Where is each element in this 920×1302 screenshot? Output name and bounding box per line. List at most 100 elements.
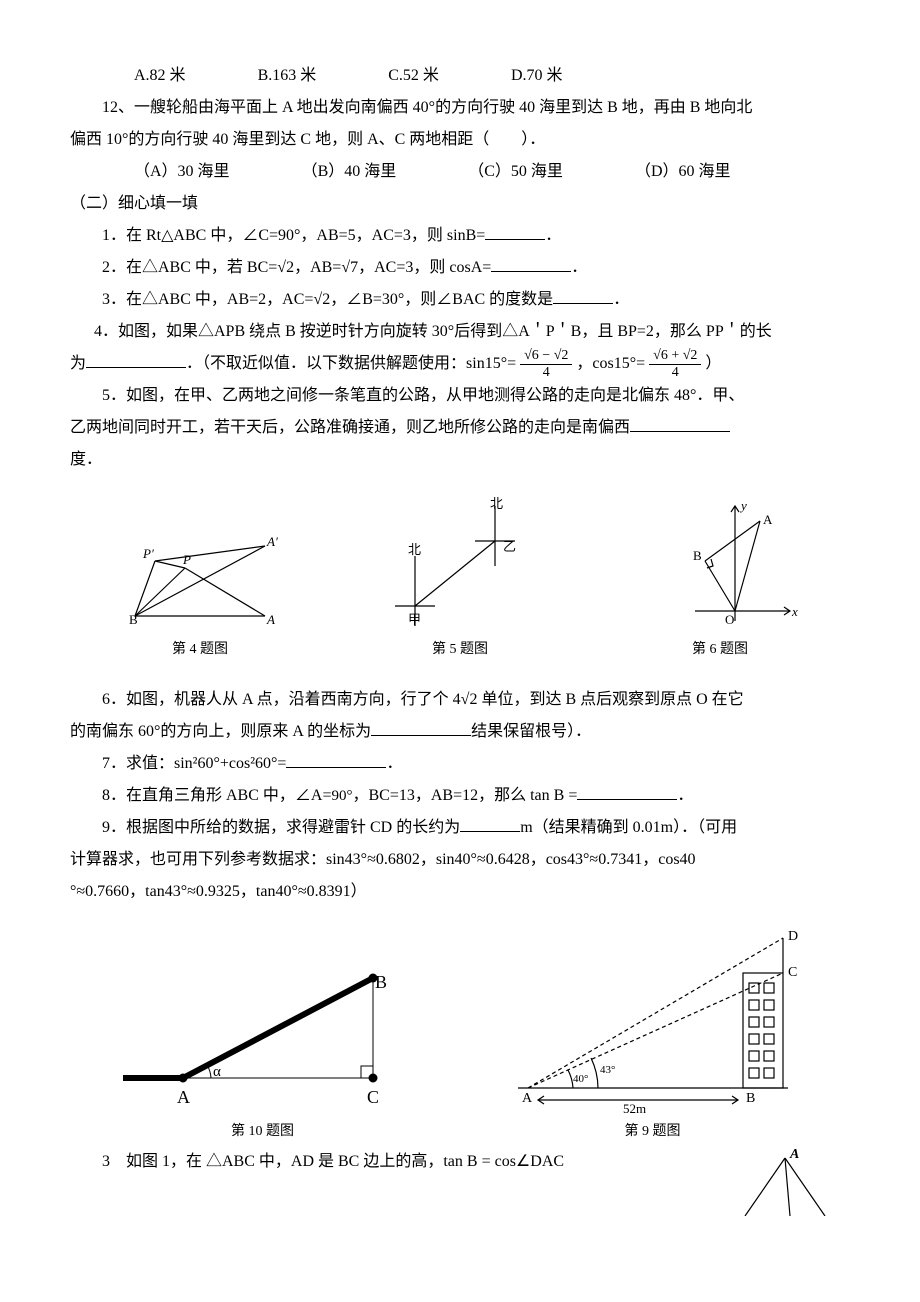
q11-opt-b: B.163 米 — [226, 60, 317, 92]
q12-line1: 12、一艘轮船由海平面上 A 地出发向南偏西 40°的方向行驶 40 海里到达 … — [70, 92, 850, 124]
sqrt7: √7 — [341, 259, 358, 276]
blank[interactable] — [86, 351, 186, 368]
f4b1: 为 — [70, 355, 86, 372]
f4b4: ） — [705, 355, 721, 372]
f6b-text: 的南偏东 60°的方向上，则原来 A 的坐标为 — [70, 723, 371, 740]
lbl-C10: C — [367, 1087, 379, 1107]
fig6-caption: 第 6 题图 — [635, 636, 805, 664]
fill-9a: 9．根据图中所给的数据，求得避雷针 CD 的长约为m（结果精确到 0.01m）．… — [70, 812, 850, 844]
q11-opt-d: D.70 米 — [479, 60, 563, 92]
q3-row: 3 如图 1，在 △ABC 中，AD 是 BC 边上的高，tan B = cos… — [70, 1146, 850, 1216]
fig6: y x A B O 第 6 题图 — [635, 496, 805, 664]
lbl-Ap: A′ — [266, 534, 278, 549]
fig4: B A A′ P P′ 第 4 题图 — [115, 526, 285, 664]
f5b-text: 乙两地间同时开工，若干天后，公路准确接通，则乙地所修公路的走向是南偏西 — [70, 419, 630, 436]
blank[interactable] — [553, 287, 613, 304]
fill-6b: 的南偏东 60°的方向上，则原来 A 的坐标为 结果保留根号）． — [70, 716, 850, 748]
last-fig-svg: A — [730, 1146, 850, 1216]
fill-4a: 4．如图，如果△APB 绕点 B 按逆时针方向旋转 30°后得到△A＇P＇B，且… — [70, 316, 850, 348]
q12-opt-d: （D）60 海里 — [603, 156, 731, 188]
fig4-caption: 第 4 题图 — [115, 636, 285, 664]
f2a: 2．在△ABC 中，若 BC= — [102, 259, 277, 276]
q3-text: 3 如图 1，在 △ABC 中，AD 是 BC 边上的高，tan B = cos… — [70, 1146, 730, 1178]
lbl-C9: C — [788, 965, 797, 980]
lbl-D9: D — [788, 929, 798, 944]
blank[interactable] — [491, 255, 571, 272]
fill-7: 7．求值：sin²60°+cos²60°=． — [70, 748, 850, 780]
lbl-jia: 甲 — [408, 612, 421, 627]
lbl-43: 43° — [600, 1064, 615, 1076]
fig4-svg: B A A′ P P′ — [115, 526, 285, 636]
fig10-caption: 第 10 题图 — [103, 1118, 423, 1146]
q12-options: （A）30 海里 （B）40 海里 （C）50 海里 （D）60 海里 — [70, 156, 850, 188]
lbl-x: x — [791, 604, 798, 619]
f8a: 8．在直角三角形 ABC 中，∠A= — [102, 787, 331, 804]
f9a-text: 9．根据图中所给的数据，求得避雷针 CD 的长约为 — [102, 819, 460, 836]
fill-5b: 乙两地间同时开工，若干天后，公路准确接通，则乙地所修公路的走向是南偏西 — [70, 412, 850, 444]
f3a: 3．在△ABC 中，AB=2，AC= — [102, 291, 313, 308]
q12-opt-c: （C）50 海里 — [436, 156, 563, 188]
fig9: A B C D 40° 43° 52m 第 9 题图 — [488, 918, 818, 1146]
lbl-40: 40° — [573, 1073, 588, 1085]
lbl-y: y — [739, 498, 747, 513]
f8deg: 90° — [331, 788, 352, 804]
f1-text: 1．在 Rt△ABC 中，∠C=90°，AB=5，AC=3，则 sinB= — [102, 227, 485, 244]
lbl-B: B — [129, 612, 138, 627]
q11-opt-a: A.82 米 — [102, 60, 186, 92]
section-2-header: （二）细心填一填 — [70, 188, 850, 220]
lbl-yi: 乙 — [503, 539, 516, 554]
fill-1: 1．在 Rt△ABC 中，∠C=90°，AB=5，AC=3，则 sinB=． — [70, 220, 850, 252]
blank[interactable] — [630, 415, 730, 432]
fig9-svg: A B C D 40° 43° 52m — [488, 918, 818, 1118]
fig10: α B A C 第 10 题图 — [103, 948, 423, 1146]
lbl-north1: 北 — [490, 496, 503, 511]
fill-4b: 为．（不取近似值．以下数据供解题使用：sin15°= √6 − √24 ，cos… — [70, 348, 850, 380]
lbl-A6: A — [763, 512, 773, 527]
frac-num: √6 + √2 — [649, 348, 701, 364]
fig9-caption: 第 9 题图 — [488, 1118, 818, 1146]
lbl-52m: 52m — [623, 1101, 646, 1116]
frac-num: √6 − √2 — [520, 348, 572, 364]
fill-6a: 6．如图，机器人从 A 点，沿着西南方向，行了个 4√2 单位，到达 B 点后观… — [70, 684, 850, 716]
figure-row-456: B A A′ P P′ 第 4 题图 北 北 乙 甲 第 5 题图 — [70, 496, 850, 664]
fig5-svg: 北 北 乙 甲 — [375, 496, 545, 636]
q12-opt-a: （A）30 海里 — [102, 156, 230, 188]
frac-den: 4 — [520, 365, 572, 380]
f2b: ，AB= — [294, 259, 341, 276]
lbl-Pp: P′ — [142, 546, 154, 561]
f4b3: ，cos15°= — [576, 355, 649, 372]
f4b2: ．（不取近似值．以下数据供解题使用：sin15°= — [186, 355, 520, 372]
frac-sin15: √6 − √24 — [520, 348, 572, 380]
lbl-A9: A — [522, 1091, 533, 1106]
q11-options: A.82 米 B.163 米 C.52 米 D.70 米 — [70, 60, 850, 92]
lbl-A: A — [266, 612, 275, 627]
lbl-B9: B — [746, 1091, 755, 1106]
blank[interactable] — [460, 815, 520, 832]
blank[interactable] — [577, 783, 677, 800]
f3b: ，∠B=30°，则∠BAC 的度数是 — [330, 291, 553, 308]
blank[interactable] — [286, 751, 386, 768]
frac-den: 4 — [649, 365, 701, 380]
figure-row-910: α B A C 第 10 题图 — [70, 918, 850, 1146]
fig5: 北 北 乙 甲 第 5 题图 — [375, 496, 545, 664]
sqrt2: √2 — [277, 259, 294, 276]
fig5-caption: 第 5 题图 — [375, 636, 545, 664]
blank[interactable] — [485, 223, 545, 240]
lbl-P: P — [182, 552, 191, 567]
blank[interactable] — [371, 719, 471, 736]
fill-8: 8．在直角三角形 ABC 中，∠A=90°，BC=13，AB=12，那么 tan… — [70, 780, 850, 812]
fill-9d: °≈0.7660，tan43°≈0.9325，tan40°≈0.8391） — [70, 876, 850, 908]
q12-line2: 偏西 10°的方向行驶 40 海里到达 C 地，则 A、C 两地相距（ ）． — [70, 124, 850, 156]
fill-2: 2．在△ABC 中，若 BC=√2，AB=√7，AC=3，则 cosA=． — [70, 252, 850, 284]
fill-5c: 度． — [70, 444, 850, 476]
f7-text: 7．求值：sin²60°+cos²60°= — [102, 755, 286, 772]
lbl-north2: 北 — [408, 542, 421, 557]
q12-opt-b: （B）40 海里 — [270, 156, 397, 188]
sqrt2b: √2 — [313, 291, 330, 308]
lbl-O6: O — [725, 612, 734, 627]
lbl-alpha: α — [213, 1064, 221, 1080]
fig10-svg: α B A C — [103, 948, 423, 1118]
f6c-text: 结果保留根号）． — [471, 723, 591, 740]
lbl-A-last: A — [789, 1147, 799, 1162]
fill-3: 3．在△ABC 中，AB=2，AC=√2，∠B=30°，则∠BAC 的度数是． — [70, 284, 850, 316]
